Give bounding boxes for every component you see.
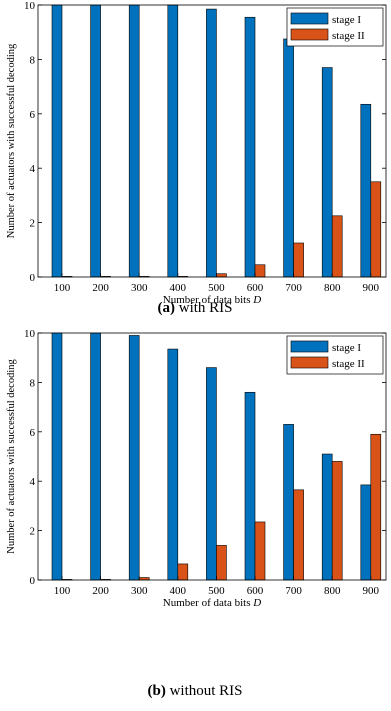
x-axis-label-text: Number of data bits bbox=[163, 597, 253, 609]
plot-area-frame bbox=[37, 332, 387, 581]
x-tick-label: 500 bbox=[208, 585, 225, 597]
bar-stage-ii-700 bbox=[293, 489, 304, 581]
bar-stage-i-500 bbox=[206, 367, 217, 581]
chart-with-ris: 0 2 4 6 8 10 100 200 300 400 500 600 700 800 900 Number… bbox=[6, 0, 387, 316]
bar-stage-i-800 bbox=[321, 67, 333, 278]
caption-label: (a) bbox=[157, 300, 175, 316]
bar-stage-ii-500 bbox=[216, 273, 227, 278]
bar-stage-ii-900 bbox=[370, 181, 382, 278]
x-tick-label: 700 bbox=[285, 282, 302, 294]
legend-label-stage-i: stage I bbox=[332, 14, 361, 26]
x-tick-label: 100 bbox=[54, 282, 71, 294]
bar-stage-i-200 bbox=[90, 4, 101, 278]
caption-label: (b) bbox=[147, 683, 165, 699]
y-tick-label: 4 bbox=[30, 163, 36, 175]
x-tick-label: 300 bbox=[131, 282, 148, 294]
y-tick-label: 2 bbox=[30, 526, 36, 538]
x-axis-label-variable: D bbox=[252, 597, 261, 609]
x-axis-label-text: Number of data bits bbox=[163, 294, 253, 306]
bar-stage-i-700 bbox=[283, 424, 294, 581]
bar-stage-ii-700 bbox=[293, 242, 304, 278]
bar-stage-i-900 bbox=[360, 484, 372, 581]
bar-stage-ii-800 bbox=[331, 461, 343, 581]
bar-stage-i-300 bbox=[128, 4, 140, 278]
x-tick-label: 600 bbox=[247, 282, 264, 294]
bar-stage-i-300 bbox=[128, 335, 140, 581]
bar-stage-i-900 bbox=[360, 103, 372, 278]
figure-caption: (b) without RIS bbox=[147, 683, 242, 699]
bar-stage-ii-400 bbox=[177, 563, 189, 581]
y-tick-label: 0 bbox=[30, 575, 36, 587]
legend-swatch-stage-i bbox=[290, 340, 329, 353]
bar-stage-ii-900 bbox=[370, 433, 382, 581]
x-tick-label: 900 bbox=[363, 282, 380, 294]
y-tick-label: 2 bbox=[30, 218, 36, 230]
x-axis-label: Number of data bits D bbox=[163, 597, 261, 609]
y-tick-label: 10 bbox=[24, 328, 36, 340]
x-tick-label: 200 bbox=[92, 585, 109, 597]
bar-stage-i-200 bbox=[90, 332, 101, 581]
caption-text: without RIS bbox=[166, 683, 243, 699]
y-tick-label: 0 bbox=[30, 272, 36, 284]
y-tick-label: 6 bbox=[30, 109, 36, 121]
legend-label-stage-ii: stage II bbox=[332, 30, 365, 42]
legend-swatch-stage-ii bbox=[290, 28, 329, 41]
legend-label-stage-i: stage I bbox=[332, 342, 361, 354]
x-tick-label: 800 bbox=[324, 585, 341, 597]
legend-label-stage-ii: stage II bbox=[332, 358, 365, 370]
x-axis-label: Number of data bits D bbox=[163, 294, 261, 306]
x-tick-label: 300 bbox=[131, 585, 148, 597]
bar-stage-i-600 bbox=[244, 391, 256, 581]
bar-stage-ii-600 bbox=[254, 264, 266, 278]
x-tick-label: 400 bbox=[170, 282, 187, 294]
bar-stage-i-600 bbox=[244, 16, 256, 278]
bar-stage-i-100 bbox=[51, 4, 63, 278]
x-tick-label: 900 bbox=[363, 585, 380, 597]
y-tick-label: 10 bbox=[24, 0, 36, 12]
caption-text: with RIS bbox=[175, 300, 233, 316]
x-tick-label: 100 bbox=[54, 585, 71, 597]
y-axis-label: Number of actuators with successful deco… bbox=[6, 43, 17, 238]
bar-stage-i-400 bbox=[167, 348, 179, 581]
bar-stage-i-500 bbox=[206, 8, 217, 278]
x-tick-label: 700 bbox=[285, 585, 302, 597]
bar-stage-ii-800 bbox=[331, 215, 343, 278]
bar-stage-i-100 bbox=[51, 332, 63, 581]
bar-stage-i-700 bbox=[283, 38, 294, 278]
x-tick-label: 800 bbox=[324, 282, 341, 294]
y-tick-label: 8 bbox=[30, 377, 36, 389]
bar-stage-ii-500 bbox=[216, 545, 227, 581]
y-tick-label: 6 bbox=[30, 427, 36, 439]
y-tick-label: 8 bbox=[30, 54, 36, 66]
x-tick-label: 400 bbox=[170, 585, 187, 597]
chart-without-ris: 0 2 4 6 8 10 100 200 300 400 500 600 700 800 900 Number… bbox=[6, 328, 387, 699]
plot-area-frame bbox=[37, 4, 387, 278]
bar-stage-ii-600 bbox=[254, 521, 266, 581]
figure-caption: (a) with RIS bbox=[157, 300, 232, 316]
x-axis-label-variable: D bbox=[252, 294, 261, 306]
y-tick-label: 4 bbox=[30, 476, 36, 488]
bar-stage-i-400 bbox=[167, 4, 179, 278]
x-tick-label: 200 bbox=[92, 282, 109, 294]
x-tick-label: 500 bbox=[208, 282, 225, 294]
x-tick-label: 600 bbox=[247, 585, 264, 597]
bar-stage-i-800 bbox=[321, 453, 333, 581]
legend-swatch-stage-ii bbox=[290, 356, 329, 369]
y-axis-label: Number of actuators with successful deco… bbox=[6, 359, 17, 554]
legend-swatch-stage-i bbox=[290, 12, 329, 25]
